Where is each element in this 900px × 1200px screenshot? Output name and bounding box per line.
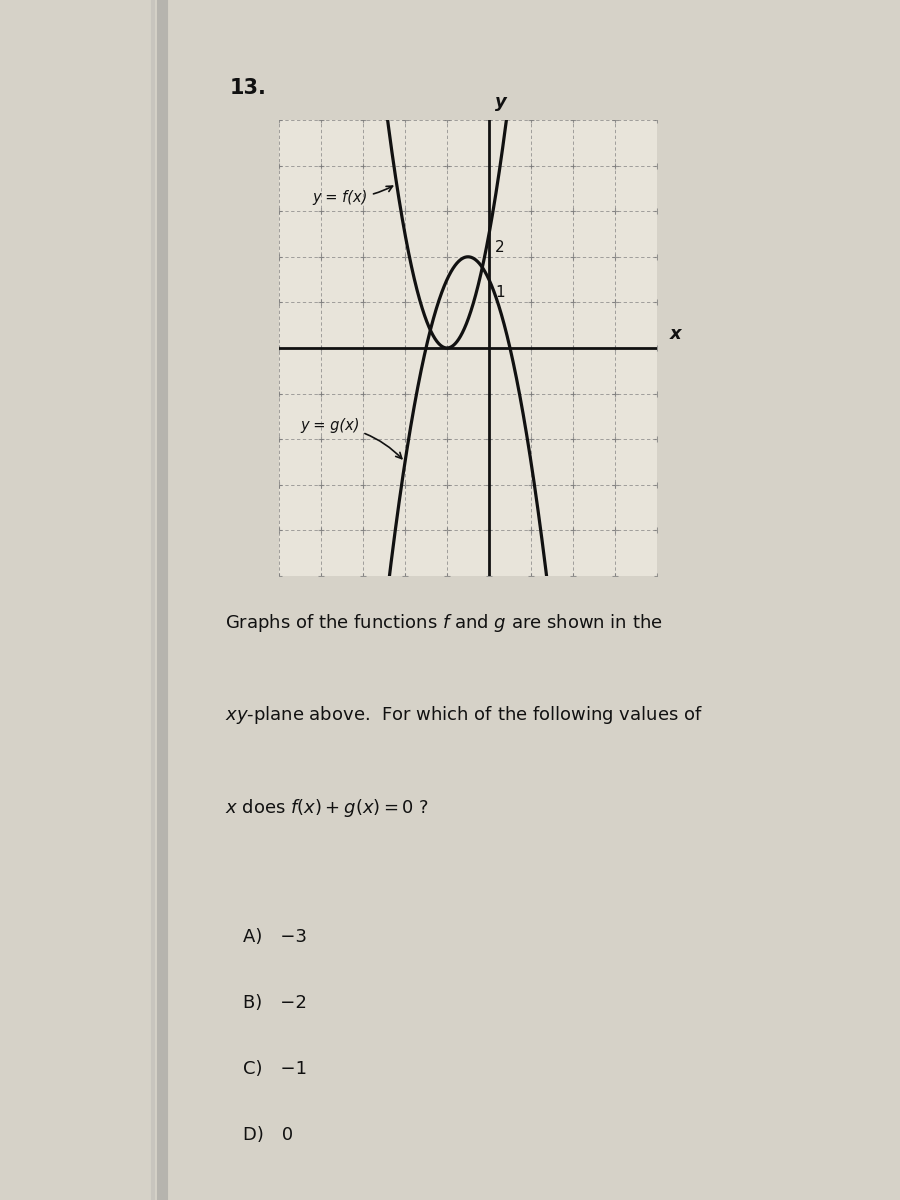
Text: y = g(x): y = g(x) [300,418,401,458]
Text: 2: 2 [495,240,505,254]
Text: B) −2: B) −2 [243,994,307,1012]
Text: y = f(x): y = f(x) [312,186,392,205]
Text: A) −3: A) −3 [243,928,307,946]
Text: $xy$-plane above.  For which of the following values of: $xy$-plane above. For which of the follo… [225,704,703,726]
Text: D) 0: D) 0 [243,1126,293,1144]
Text: x: x [670,325,681,343]
Text: y: y [495,92,507,110]
Text: Graphs of the functions $f$ and $g$ are shown in the: Graphs of the functions $f$ and $g$ are … [225,612,662,634]
Text: C) −1: C) −1 [243,1060,307,1078]
Text: 1: 1 [495,286,505,300]
Text: $x$ does $f(x) + g(x) = 0$ ?: $x$ does $f(x) + g(x) = 0$ ? [225,797,429,818]
Text: 13.: 13. [230,78,266,98]
